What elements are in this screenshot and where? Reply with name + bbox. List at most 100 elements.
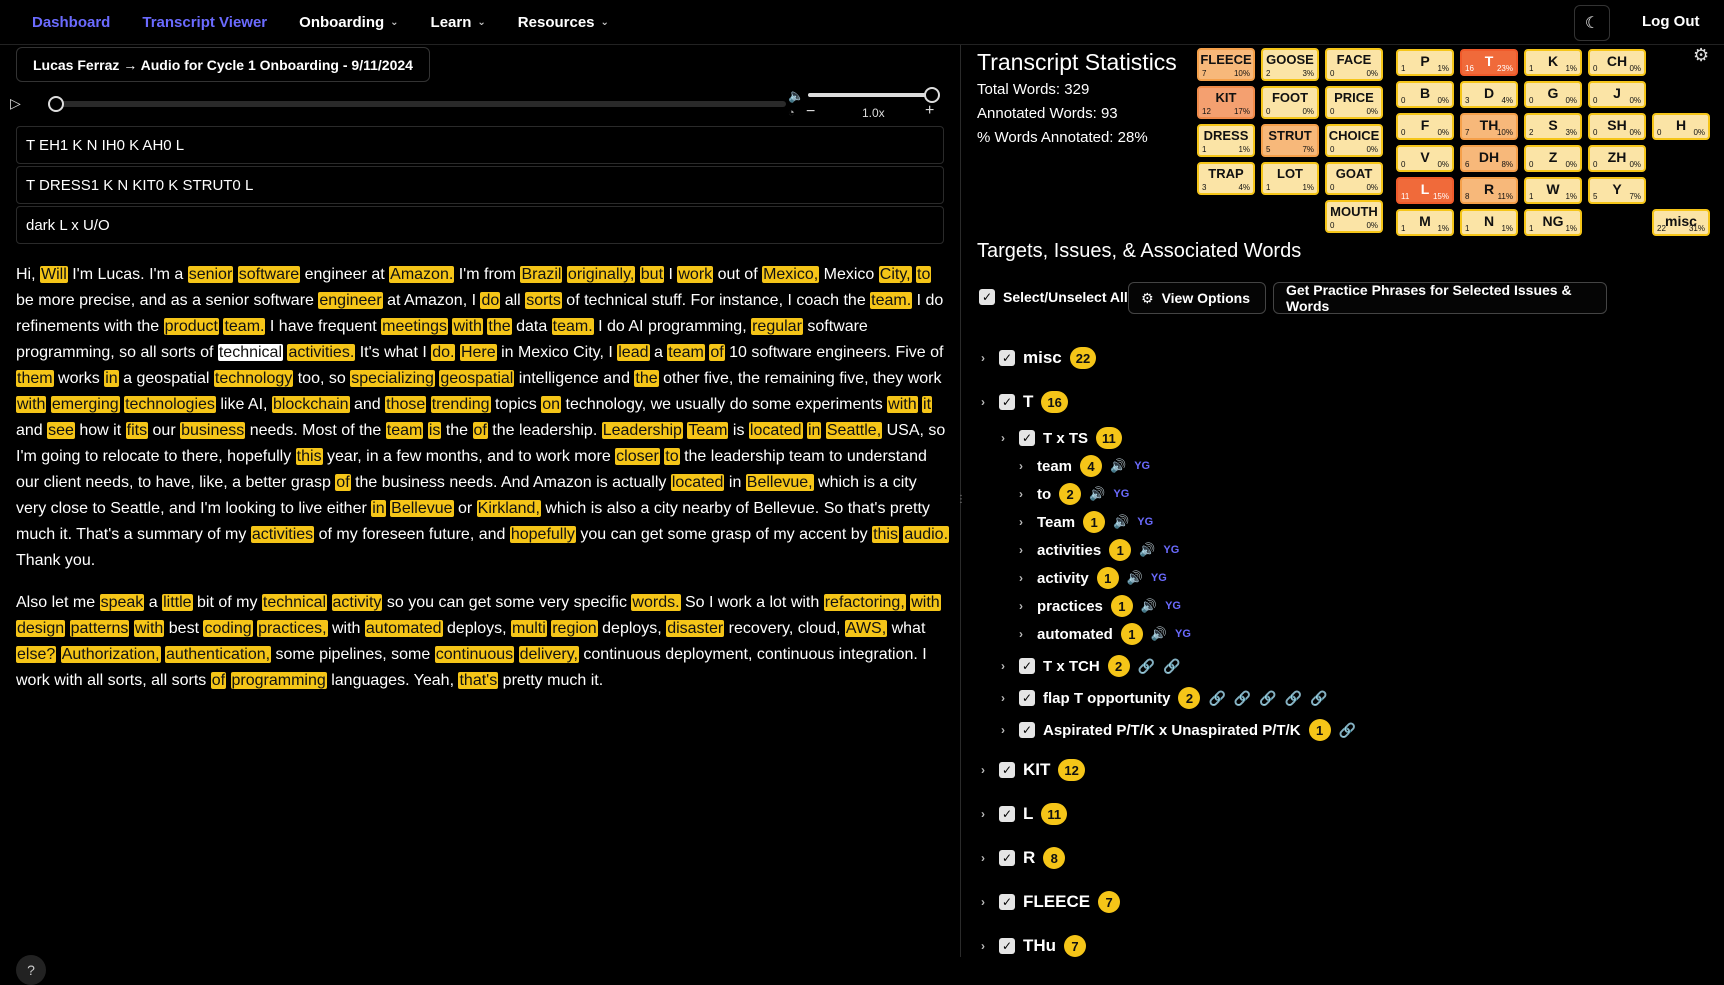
highlighted-word[interactable]: Bellevue: [390, 500, 454, 517]
chevron-right-icon[interactable]: ›: [1019, 599, 1023, 613]
tree-item[interactable]: › activity 1 🔊 YG: [1019, 567, 1167, 589]
highlighted-word[interactable]: see: [47, 422, 75, 439]
panel-divider[interactable]: [960, 45, 961, 957]
highlighted-word[interactable]: Team: [687, 422, 729, 439]
highlighted-word[interactable]: is: [427, 422, 442, 439]
practice-phrases-button[interactable]: Get Practice Phrases for Selected Issues…: [1273, 282, 1607, 314]
play-icon[interactable]: ▷: [10, 95, 21, 111]
highlighted-word[interactable]: trending: [430, 396, 491, 413]
vowel-chip-mouth[interactable]: MOUTH 0 0%: [1325, 200, 1383, 233]
highlighted-word[interactable]: with: [452, 318, 483, 335]
checkbox-icon[interactable]: ✓: [1019, 658, 1035, 674]
vowel-chip-goose[interactable]: GOOSE 2 3%: [1261, 48, 1319, 81]
consonant-chip-n[interactable]: N 1 1%: [1460, 209, 1518, 236]
volume-slider[interactable]: [808, 93, 932, 97]
highlighted-word[interactable]: located: [748, 422, 803, 439]
tree-item[interactable]: › ✓ T 16: [981, 391, 1068, 413]
consonant-chip-w[interactable]: W 1 1%: [1524, 177, 1582, 204]
audio-progress-track[interactable]: [50, 101, 786, 107]
highlighted-word[interactable]: programming: [230, 672, 327, 689]
tree-item[interactable]: › ✓ T x TS 11: [1001, 427, 1122, 449]
highlighted-word[interactable]: speak: [99, 594, 145, 611]
link-icon[interactable]: 🔗: [1259, 689, 1277, 706]
checkbox-icon[interactable]: ✓: [999, 806, 1015, 822]
tag-label[interactable]: YG: [1113, 488, 1130, 500]
chevron-right-icon[interactable]: ›: [981, 851, 985, 865]
highlighted-word[interactable]: of: [210, 672, 227, 689]
speaker-icon[interactable]: 🔊: [1113, 514, 1130, 529]
vowel-chip-trap[interactable]: TRAP 3 4%: [1197, 162, 1255, 195]
highlighted-word[interactable]: Kirkland,: [476, 500, 541, 517]
highlighted-word[interactable]: do: [480, 292, 501, 309]
vowel-chip-strut[interactable]: STRUT 5 7%: [1261, 124, 1319, 157]
nav-dashboard[interactable]: Dashboard: [32, 14, 110, 31]
volume-knob[interactable]: [924, 87, 940, 103]
tree-item[interactable]: › team 4 🔊 YG: [1019, 455, 1150, 477]
link-icon[interactable]: 🔗: [1284, 689, 1303, 706]
highlighted-word[interactable]: multi: [510, 620, 547, 637]
vowel-chip-face[interactable]: FACE 0 0%: [1325, 48, 1383, 81]
highlighted-word[interactable]: little: [162, 594, 193, 611]
consonant-chip-y[interactable]: Y 5 7%: [1588, 177, 1646, 204]
audio-progress-knob[interactable]: [48, 96, 64, 112]
highlighted-word[interactable]: audio.: [903, 526, 950, 543]
speaker-icon[interactable]: 🔊: [1139, 542, 1156, 557]
link-icon[interactable]: 🔗: [1163, 657, 1181, 674]
tree-item[interactable]: › ✓ KIT 12: [981, 759, 1085, 781]
highlighted-word[interactable]: the: [487, 318, 512, 335]
highlighted-word[interactable]: activities: [250, 526, 315, 543]
consonant-chip-d[interactable]: D 3 4%: [1460, 81, 1518, 108]
consonant-chip-z[interactable]: Z 0 0%: [1524, 145, 1582, 172]
view-options-button[interactable]: ⚙ View Options: [1128, 282, 1266, 314]
highlighted-word[interactable]: with: [16, 396, 47, 413]
tag-label[interactable]: YG: [1175, 628, 1191, 640]
highlighted-word[interactable]: Bellevue,: [745, 474, 814, 491]
chevron-right-icon[interactable]: ›: [1019, 487, 1023, 501]
chevron-right-icon[interactable]: ›: [981, 763, 985, 777]
link-icon[interactable]: 🔗: [1310, 689, 1328, 706]
consonant-chip-t[interactable]: T 16 23%: [1460, 49, 1518, 76]
speaker-icon[interactable]: 🔊: [1089, 486, 1106, 501]
tag-label[interactable]: YG: [1137, 516, 1154, 528]
consonant-chip-dh[interactable]: DH 6 8%: [1460, 145, 1518, 172]
checkbox-icon[interactable]: ✓: [1019, 690, 1035, 706]
vowel-chip-goat[interactable]: GOAT 0 0%: [1325, 162, 1383, 195]
tree-item[interactable]: › activities 1 🔊 YG: [1019, 539, 1179, 561]
tree-item[interactable]: › Team 1 🔊 YG: [1019, 511, 1153, 533]
chevron-right-icon[interactable]: ›: [1001, 431, 1005, 445]
chevron-right-icon[interactable]: ›: [1019, 543, 1023, 557]
highlighted-word[interactable]: software: [237, 266, 301, 283]
link-icon[interactable]: 🔗: [1233, 689, 1252, 706]
tree-item[interactable]: › to 2 🔊 YG: [1019, 483, 1129, 505]
highlighted-word[interactable]: Mexico,: [762, 266, 820, 283]
highlighted-word[interactable]: them: [16, 370, 54, 387]
tree-item[interactable]: › ✓ FLEECE 7: [981, 891, 1121, 913]
speaker-icon[interactable]: 🔊: [1140, 598, 1158, 613]
highlighted-word[interactable]: activity: [331, 594, 383, 611]
chevron-right-icon[interactable]: ›: [1019, 515, 1023, 529]
tag-label[interactable]: YG: [1163, 544, 1180, 556]
chevron-right-icon[interactable]: ›: [1019, 571, 1023, 585]
highlighted-word[interactable]: work: [677, 266, 714, 283]
highlighted-word[interactable]: meetings: [381, 318, 449, 335]
chevron-right-icon[interactable]: ›: [1001, 659, 1005, 673]
consonant-chip-j[interactable]: J 0 0%: [1588, 81, 1646, 108]
consonant-chip-h[interactable]: H 0 0%: [1652, 113, 1710, 140]
highlighted-word[interactable]: it: [922, 396, 933, 413]
highlighted-word[interactable]: sorts: [525, 292, 562, 309]
highlighted-word[interactable]: practices,: [257, 620, 328, 637]
highlighted-word[interactable]: coding: [203, 620, 253, 637]
highlighted-word[interactable]: to: [664, 448, 680, 465]
highlighted-word[interactable]: hopefully: [509, 526, 576, 543]
transcription-line[interactable]: T DRESS1 K N KIT0 K STRUT0 L: [16, 166, 944, 204]
highlighted-word[interactable]: to: [916, 266, 932, 283]
highlighted-word[interactable]: else?: [16, 646, 57, 663]
consonant-chip-k[interactable]: K 1 1%: [1524, 49, 1582, 76]
highlighted-word[interactable]: team: [667, 344, 705, 361]
vowel-chip-fleece[interactable]: FLEECE 7 10%: [1197, 48, 1255, 81]
highlighted-word[interactable]: with: [910, 594, 941, 611]
consonant-chip-f[interactable]: F 0 0%: [1396, 113, 1454, 140]
chevron-right-icon[interactable]: ›: [1019, 459, 1023, 473]
highlighted-word[interactable]: activities.: [287, 344, 356, 361]
highlighted-word[interactable]: Seattle,: [825, 422, 883, 439]
